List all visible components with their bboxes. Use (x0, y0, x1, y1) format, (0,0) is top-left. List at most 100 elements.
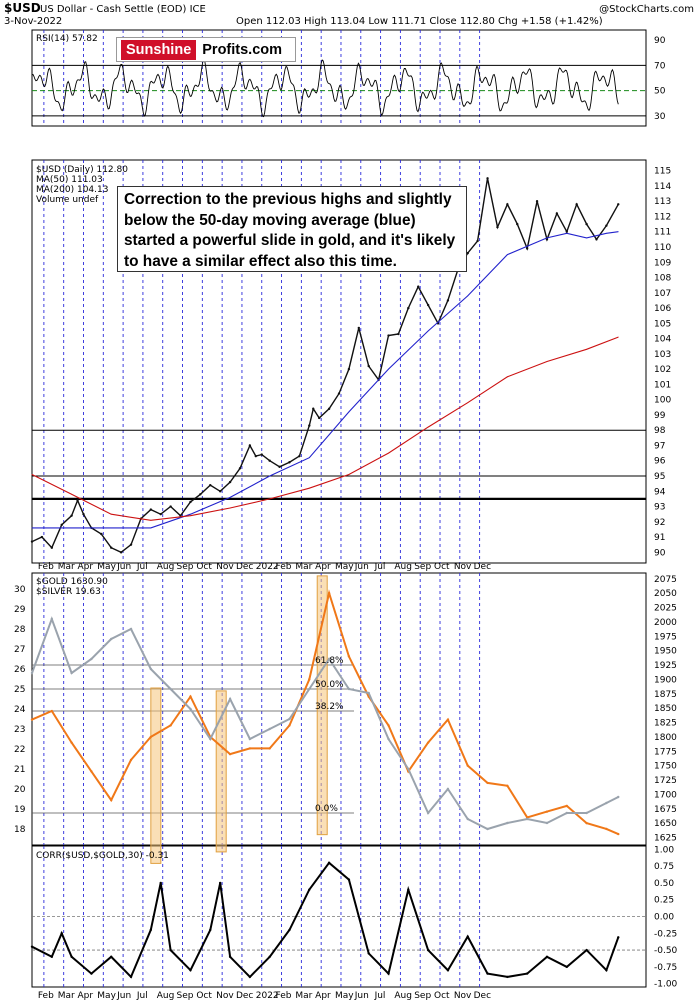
gold-point (268, 727, 271, 731)
x-tick-label: Jun (354, 991, 369, 1000)
gold-legend: $GOLD 1630.90 (36, 577, 108, 587)
gold-point (209, 737, 212, 741)
gold-point (169, 724, 172, 727)
gold-point (70, 741, 73, 744)
usd-point (388, 452, 389, 454)
usd-y-tick: 110 (654, 243, 671, 253)
corr-point (545, 955, 549, 958)
ohlc-readout: Open 112.03 High 113.04 Low 111.71 Close… (236, 16, 603, 27)
gold-point (605, 827, 608, 831)
gold-point (169, 687, 172, 691)
gold-point (466, 764, 469, 767)
usd-y-tick: 113 (654, 197, 671, 207)
corr-point (426, 948, 430, 952)
usd-y-tick: 102 (654, 365, 671, 375)
gold-y-tick: 1775 (654, 747, 677, 757)
corr-point (407, 888, 410, 891)
symbol-label: $USD (4, 1, 41, 15)
gold-point (149, 667, 153, 671)
corr-point (585, 948, 588, 952)
usd-point (70, 514, 73, 517)
usd-point (100, 532, 103, 536)
corr-point (605, 969, 608, 972)
x-tick-label-mid: Mar (58, 562, 75, 572)
usd-point (516, 222, 519, 226)
gold-point (407, 767, 410, 771)
silver-y-tick: 19 (14, 805, 26, 815)
usd-point (387, 334, 390, 337)
gold-highlight-bar (150, 687, 162, 864)
usd-point (565, 230, 568, 233)
usd-y-tick: 98 (654, 426, 666, 436)
gold-y-tick: 2050 (654, 589, 677, 599)
usd-point (199, 493, 202, 496)
gold-point (347, 655, 351, 658)
gold-point (327, 591, 331, 595)
x-tick-label: Aug (394, 991, 412, 1000)
corr-point (189, 969, 192, 972)
x-tick-label-mid: 2022 (256, 562, 279, 572)
gold-point (605, 801, 608, 805)
usd-point (150, 527, 152, 529)
gold-point (50, 709, 54, 713)
x-tick-label: Apr (315, 991, 331, 1000)
silver-y-tick: 30 (14, 585, 26, 595)
usd-y-tick: 96 (654, 457, 666, 467)
usd-legend-entry: $USD (Daily) 112.80 (36, 165, 128, 175)
corr-point (30, 945, 34, 948)
usd-point (268, 459, 271, 462)
gold-point (545, 821, 549, 825)
gold-highlight-bar (215, 690, 227, 853)
usd-point (617, 231, 619, 233)
usd-point (129, 543, 133, 546)
usd-point (50, 546, 54, 549)
gold-point (446, 718, 450, 721)
corr-y-tick: -0.25 (654, 929, 677, 939)
usd-point (417, 285, 420, 288)
x-tick-label: Sep (177, 991, 194, 1000)
gold-y-tick: 2025 (654, 604, 677, 614)
gold-point (565, 811, 568, 815)
usd-point (486, 177, 489, 180)
usd-point (190, 513, 191, 515)
gold-y-tick: 1950 (654, 647, 677, 657)
usd-point (617, 203, 620, 206)
instrument-name: US Dollar - Cash Settle (EOD) ICE (40, 4, 206, 15)
corr-point (248, 975, 252, 979)
fib-label: 38.2% (315, 702, 344, 712)
usd-point (605, 224, 608, 227)
usd-point (506, 376, 508, 378)
usd-point (110, 513, 112, 515)
usd-point (159, 512, 162, 516)
gold-y-tick: 1800 (654, 733, 677, 743)
silver-y-tick: 28 (14, 625, 26, 635)
corr-point (486, 972, 489, 975)
rsi-y-tick: 30 (654, 112, 666, 122)
watermark: @StockCharts.com (599, 4, 694, 15)
gold-point (189, 707, 192, 711)
gold-point (70, 671, 73, 675)
rsi-legend: RSI(14) 57.82 (36, 34, 98, 44)
rsi-y-tick: 90 (654, 36, 666, 46)
usd-y-tick: 109 (654, 258, 671, 268)
usd-point (506, 203, 509, 206)
x-tick-label-mid: Oct (196, 562, 212, 572)
usd-y-tick: 91 (654, 533, 665, 543)
usd-y-tick: 93 (654, 503, 665, 513)
gold-point (545, 810, 549, 813)
silver-legend: $SILVER 19.63 (36, 587, 101, 597)
usd-point (348, 474, 350, 475)
usd-point (110, 546, 113, 549)
corr-point (169, 948, 172, 952)
gold-point (617, 832, 620, 836)
corr-point (466, 935, 469, 938)
corr-point (367, 952, 370, 955)
usd-point (525, 247, 529, 250)
x-tick-label-mid: Nov (216, 562, 234, 572)
usd-point (506, 254, 508, 256)
x-tick-label-mid: Sep (414, 562, 431, 572)
usd-point (71, 527, 73, 529)
x-tick-label: May (335, 991, 354, 1000)
usd-point (308, 457, 310, 459)
